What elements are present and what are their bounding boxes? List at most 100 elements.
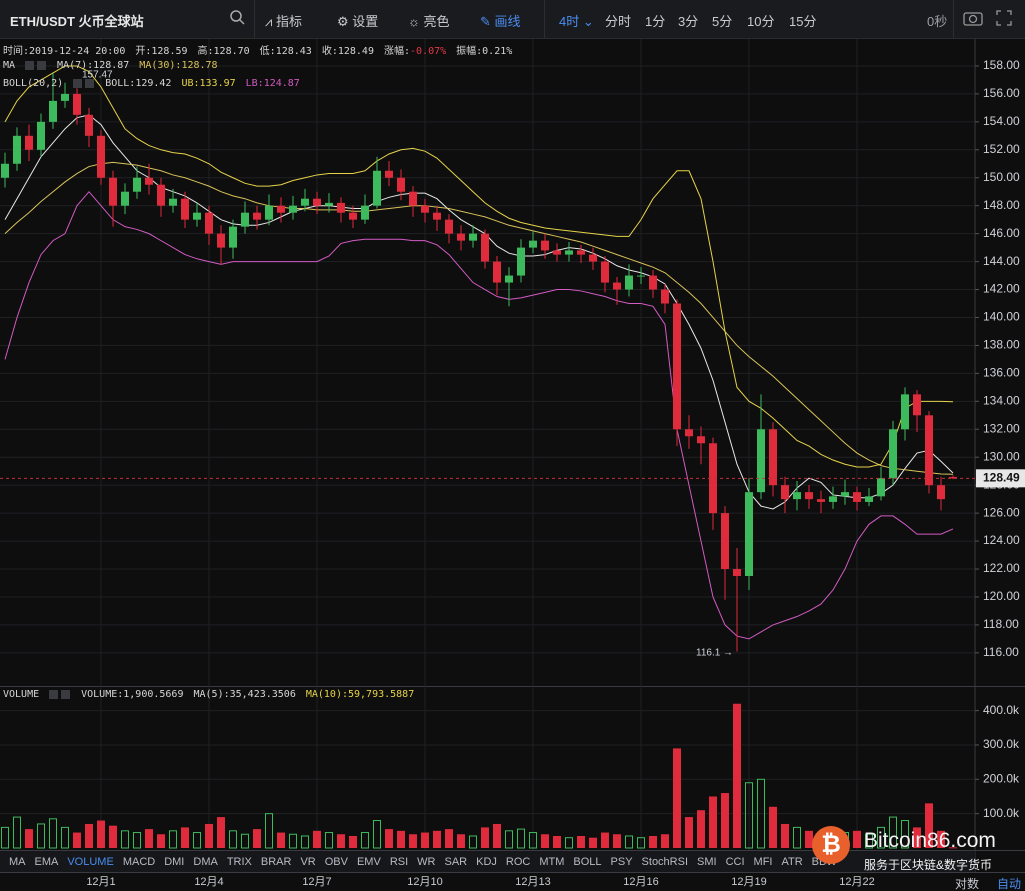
tool-button[interactable]: ✎ 画线 <box>480 14 521 29</box>
screenshot-icon[interactable] <box>963 10 983 29</box>
indicator-tab[interactable]: SAR <box>444 855 468 868</box>
indicator-tab[interactable]: EMA <box>34 855 59 868</box>
indicator-tab[interactable]: StochRSI <box>641 855 689 868</box>
settings-icon[interactable] <box>73 78 83 88</box>
candle-body <box>769 429 777 486</box>
indicator-tab[interactable]: BRAR <box>260 855 292 868</box>
period-button[interactable]: 分时 <box>605 14 632 29</box>
close-icon[interactable] <box>61 689 71 699</box>
candle-body <box>829 496 837 502</box>
indicator-tab[interactable]: MFI <box>753 855 773 868</box>
volume-bar <box>901 820 909 849</box>
volume-bar <box>13 816 21 849</box>
volume-bar <box>517 828 525 849</box>
tool-label: 指标 <box>275 14 302 29</box>
exchange-name: 火币全球站 <box>78 14 144 29</box>
volume-bar <box>433 830 441 848</box>
close-icon[interactable] <box>85 78 95 88</box>
tool-button[interactable]: ⚙ 设置 <box>337 14 379 29</box>
candle-body <box>301 198 309 206</box>
volume-bar <box>145 829 153 848</box>
volume-bar <box>613 834 621 848</box>
tool-button[interactable]: ⩘ 指标 <box>265 14 302 29</box>
volume-ma10: MA(10):59,793.5887 <box>305 689 415 700</box>
candle-body <box>97 135 105 178</box>
volume-bar <box>325 832 333 849</box>
search-icon[interactable] <box>229 9 245 28</box>
indicator-tab[interactable]: DMI <box>164 855 185 868</box>
candle-body <box>61 93 69 101</box>
volume-bar <box>865 833 873 849</box>
indicator-tab[interactable]: MTM <box>539 855 565 868</box>
pair[interactable]: ETH/USDT 火币全球站 <box>10 11 144 30</box>
y-tick-label: 136.00 <box>983 366 1020 380</box>
last-price-label: 128.49 <box>983 470 1020 484</box>
period-button[interactable]: 3分 <box>678 14 699 29</box>
volume-bar <box>409 834 417 848</box>
volume-bar <box>505 830 513 849</box>
info-open: 开:128.59 <box>135 46 188 57</box>
volume-bar <box>109 825 117 848</box>
candle-body <box>517 247 525 276</box>
period-button[interactable]: 5分 <box>712 14 733 29</box>
volume-legend: VOLUME VOLUME:1,900.5669 MA(5):35,423.3506… <box>3 689 424 700</box>
indicator-tab[interactable]: VOLUME <box>67 855 114 868</box>
volume-bar <box>205 823 213 848</box>
candle-body <box>817 499 825 502</box>
indicator-tab[interactable]: EMV <box>356 855 381 868</box>
candle-body <box>253 212 261 220</box>
period-button[interactable]: 15分 <box>789 14 817 29</box>
indicator-tab[interactable]: TRIX <box>226 855 252 868</box>
indicator-tab[interactable]: SMI <box>697 855 717 868</box>
indicator-tab[interactable]: ATR <box>781 855 803 868</box>
auto-toggle[interactable]: 自动 <box>997 877 1022 891</box>
tool-button[interactable]: ☼ 亮色 <box>408 14 450 29</box>
indicator-tab[interactable]: PSY <box>610 855 633 868</box>
y-tick-label: 140.00 <box>983 310 1020 324</box>
indicator-tab[interactable]: ROC <box>505 855 531 868</box>
candle-body <box>805 492 813 500</box>
volume-bar <box>637 837 645 849</box>
y-tick-label: 116.00 <box>983 645 1019 659</box>
indicator-tab[interactable]: MA <box>9 855 26 868</box>
close-icon[interactable] <box>37 60 47 70</box>
y-tick-label: 130.00 <box>983 449 1020 463</box>
candle-body <box>793 492 801 500</box>
indicator-tab[interactable]: VR <box>300 855 316 868</box>
indicator-line <box>4 65 954 468</box>
info-change: -0.07% <box>410 46 447 57</box>
boll-value: BOLL:129.42 <box>105 78 172 89</box>
y-tick-label: 144.00 <box>983 254 1020 268</box>
candle-body <box>85 114 93 136</box>
volume-value: VOLUME:1,900.5669 <box>81 689 184 700</box>
log-toggle[interactable]: 对数 <box>955 877 980 891</box>
volume-bar <box>253 829 261 848</box>
volume-bar <box>457 834 465 848</box>
indicator-tab[interactable]: MACD <box>122 855 156 868</box>
candle-body <box>37 121 45 150</box>
candle-body <box>889 429 897 479</box>
period-button[interactable]: 1分 <box>645 14 666 29</box>
indicator-tab[interactable]: CCI <box>725 855 745 868</box>
settings-icon[interactable] <box>25 60 35 70</box>
indicator-tab[interactable]: WR <box>417 855 436 868</box>
volume-bar <box>745 782 753 849</box>
indicator-tab[interactable]: RSI <box>389 855 409 868</box>
volume-bar <box>277 832 285 848</box>
period-button[interactable]: 4时 ⌄ <box>559 14 594 29</box>
indicator-tab[interactable]: OBV <box>324 855 348 868</box>
indicator-tab[interactable]: DMA <box>193 855 218 868</box>
volume-bar <box>289 833 297 849</box>
indicator-tab[interactable]: BOLL <box>573 855 602 868</box>
indicator-tab[interactable]: KDJ <box>476 855 497 868</box>
ma-legend: MA MA(7):128.87 MA(30):128.78 <box>3 60 228 71</box>
last-price-box <box>976 469 1025 488</box>
settings-icon[interactable] <box>49 689 59 699</box>
volume-bar <box>181 827 189 848</box>
candle-body <box>853 492 861 502</box>
fullscreen-icon[interactable] <box>996 10 1012 29</box>
candle-body <box>589 254 597 262</box>
boll-name: BOLL(20,2) <box>3 78 64 89</box>
candle-body <box>613 282 621 290</box>
period-button[interactable]: 10分 <box>747 14 775 29</box>
